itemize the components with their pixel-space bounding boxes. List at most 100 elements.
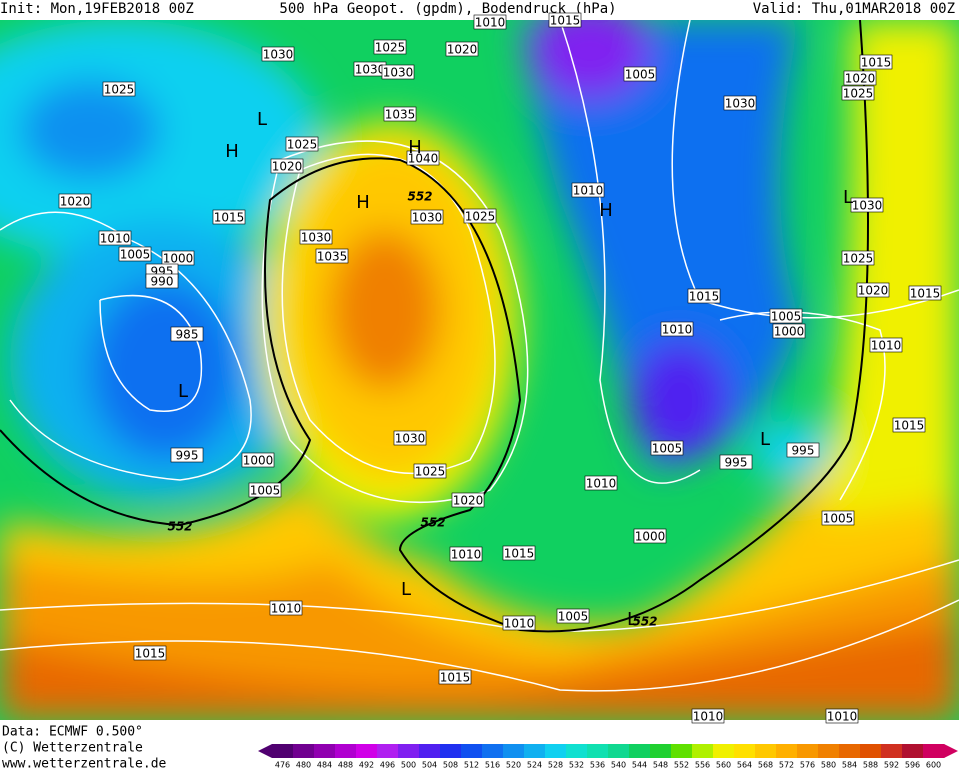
colorbar-segment (272, 744, 294, 758)
isobar-label: 1010 (504, 617, 535, 631)
colorbar-segment (545, 744, 567, 758)
isobar-label: 1010 (271, 602, 302, 616)
colorbar-segment (566, 744, 588, 758)
colorbar-segment (524, 744, 546, 758)
isobar-label-box (451, 492, 485, 508)
map-field (0, 20, 959, 720)
colorbar-label: 560 (716, 761, 731, 770)
isobar-label-box (869, 337, 903, 353)
valid-time: Valid: Thu,01MAR2018 00Z (753, 1, 955, 17)
colorbar-label: 488 (338, 761, 353, 770)
colorbar-label: 536 (590, 761, 605, 770)
isobar-label: 1020 (272, 160, 303, 174)
isobar-label-box (406, 150, 440, 166)
isobar-label-box (381, 64, 415, 80)
isobar-label-box (772, 323, 806, 339)
colorbar-label: 496 (380, 761, 395, 770)
isobar-label: 1000 (163, 252, 194, 266)
isobar-label-box (687, 288, 721, 304)
colorbar-segment (734, 744, 756, 758)
isobar-label: 1015 (135, 647, 166, 661)
colorbar-segment (692, 744, 714, 758)
isobar-label-box (719, 454, 753, 470)
isobar-label-box (133, 645, 167, 661)
colorbar-label: 588 (863, 761, 878, 770)
pressure-center: L (627, 609, 637, 630)
isobar-label: 1005 (120, 248, 151, 262)
isobar-label-box (241, 452, 275, 468)
isobar-label-box (571, 182, 605, 198)
isobar-label-box (633, 528, 667, 544)
isobar-label: 1030 (263, 48, 294, 62)
colorbar-label: 524 (527, 761, 542, 770)
isobar-label: 1010 (827, 710, 858, 724)
colorbar-segment (839, 744, 861, 758)
colorbar-segment (776, 744, 798, 758)
isobar-label: 1015 (861, 56, 892, 70)
isobar-label-box (315, 248, 349, 264)
isobar-label: 1005 (558, 610, 589, 624)
colorbar-label: 548 (653, 761, 668, 770)
colorbar-segment (482, 744, 504, 758)
isobar-label: 1005 (771, 310, 802, 324)
colorbar-segment (440, 744, 462, 758)
isobar-label: 1010 (586, 477, 617, 491)
isobar-label: 1015 (894, 419, 925, 433)
isobar-label: 1030 (383, 66, 414, 80)
isobar-label: 1025 (104, 83, 135, 97)
colorbar-segment (356, 744, 378, 758)
isobar-label: 995 (725, 456, 748, 470)
isobar-label: 1015 (550, 14, 581, 28)
isobar-label: 1005 (625, 68, 656, 82)
isobar-label: 1000 (635, 530, 666, 544)
isobar-label-box (410, 209, 444, 225)
isobar-label: 1015 (440, 671, 471, 685)
isobar-label: 1020 (858, 284, 889, 298)
isobar-label: 1025 (843, 87, 874, 101)
isobar-label: 1020 (453, 494, 484, 508)
pressure-center: L (843, 187, 853, 208)
isobar-label-box (556, 608, 590, 624)
isobar-label-box (786, 442, 820, 458)
isobar-label-box (825, 708, 859, 724)
isobar-label-box (856, 282, 890, 298)
isobar-label-box (623, 66, 657, 82)
colorbar-segment (902, 744, 924, 758)
colorbar-label: 596 (905, 761, 920, 770)
isobar-label: 1000 (243, 454, 274, 468)
isobar-label-box (102, 81, 136, 97)
colorbar-label: 492 (359, 761, 374, 770)
isobar-label-box (584, 475, 618, 491)
isobar-label: 1030 (301, 231, 332, 245)
copyright: (C) Wetterzentrale (2, 741, 143, 756)
isobar-label: 1025 (415, 465, 446, 479)
isobar-label-box (58, 193, 92, 209)
isobar-label-box (438, 669, 472, 685)
isobar-label: 1015 (504, 547, 535, 561)
isobar-label: 985 (176, 328, 199, 342)
colorbar-segment (503, 744, 525, 758)
isobar-label: 1030 (355, 63, 386, 77)
isobar-label: 1015 (910, 287, 941, 301)
isobar-label: 1010 (100, 232, 131, 246)
isobar-label-box (118, 246, 152, 262)
isobar-label-box (502, 615, 536, 631)
pressure-center: H (225, 141, 239, 162)
isobar-label-box (170, 326, 204, 342)
isobar-label-box (285, 136, 319, 152)
isobar-label: 1040 (408, 152, 439, 166)
colorbar-arrow-left (258, 744, 272, 758)
pressure-center: H (356, 192, 370, 213)
isobar-label: 1025 (287, 138, 318, 152)
colorbar-label: 528 (548, 761, 563, 770)
isobar-label: 1030 (395, 432, 426, 446)
contour-label: 552 (167, 520, 192, 534)
isobar-label: 1010 (871, 339, 902, 353)
isobar-label: 1010 (451, 548, 482, 562)
isobar-label: 995 (176, 449, 199, 463)
colorbar-label: 552 (674, 761, 689, 770)
website: www.wetterzentrale.de (2, 757, 167, 770)
isobar-label: 1000 (774, 325, 805, 339)
colorbar-segment (671, 744, 693, 758)
